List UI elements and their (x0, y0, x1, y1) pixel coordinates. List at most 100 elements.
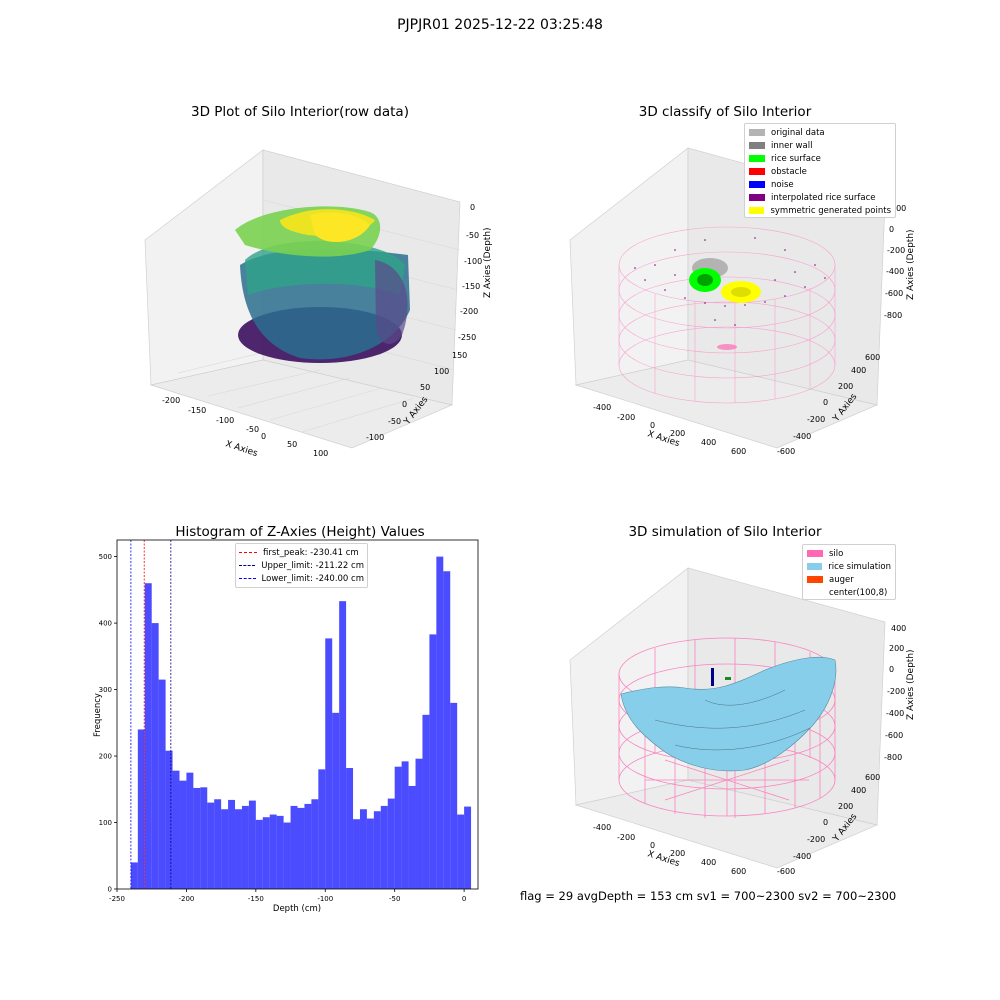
legend-swatch (807, 563, 823, 570)
legend-label: Upper_limit: -211.22 cm (261, 560, 364, 571)
legend-swatch (749, 194, 765, 201)
histogram-y-tick-label: 100 (99, 819, 112, 827)
raw-ztick: -150 (462, 282, 480, 291)
legend-entry: first_peak: -230.41 cm (239, 546, 364, 559)
classify-ytick: 0 (823, 398, 828, 407)
classify-ztick: 0 (889, 225, 894, 234)
simulation-ytick: -200 (807, 835, 825, 844)
simulation-xtick: 600 (731, 867, 746, 876)
raw-ytick: 0 (402, 400, 407, 409)
histogram-y-tick-label: 200 (99, 753, 112, 761)
histogram-bar (248, 800, 256, 889)
simulation-3d-plot: -400 -200 0 200 400 600 X Axies -600 -40… (569, 567, 916, 876)
classify-ytick: -200 (807, 415, 825, 424)
classify-ztick: 200 (891, 204, 906, 213)
simulation-ztick: 400 (891, 624, 906, 633)
classify-silo-wireframe (618, 226, 836, 404)
legend-entry: noise (749, 178, 891, 191)
simulation-ztick: -200 (887, 687, 905, 696)
histogram-x-tick-label: -50 (389, 895, 400, 903)
simulation-x-ticks: -400 -200 0 200 400 600 (593, 823, 746, 876)
classify-xtick: 400 (701, 438, 716, 447)
histogram-bar (422, 714, 430, 889)
raw-3d-plot: -200 -150 -100 -50 0 50 100 X Axies -100… (144, 149, 493, 459)
legend-swatch (239, 578, 256, 579)
histogram-bar (436, 556, 444, 889)
raw-xtick: -100 (216, 416, 234, 425)
histogram-bar (457, 814, 465, 889)
histogram-x-axis-label: Depth (cm) (273, 904, 321, 914)
histogram-bar (228, 799, 236, 889)
raw-xtick: 50 (287, 440, 297, 449)
legend-entry: obstacle (749, 165, 891, 178)
classify-y-ticks: -600 -400 -200 0 200 400 600 (777, 353, 880, 456)
legend-swatch (807, 589, 823, 596)
classify-legend: original data inner wall rice surface obsta… (744, 123, 896, 218)
legend-swatch (749, 142, 765, 149)
histogram-bar (179, 780, 187, 889)
classify-xtick: -200 (617, 413, 635, 422)
histogram-x-tick-label: 0 (462, 895, 466, 903)
raw-ytick: -50 (388, 417, 401, 426)
histogram-chart: -250 -200 -150 -100 -50 0 0 100 200 300 400 500 De… (93, 539, 479, 914)
histogram-bar (318, 769, 326, 889)
histogram-x-tick-label: -200 (178, 895, 194, 903)
histogram-bar (408, 785, 416, 889)
raw-point-cloud (235, 206, 410, 363)
raw-plot-title: 3D Plot of Silo Interior(row data) (191, 104, 409, 120)
raw-xtick: 100 (313, 449, 328, 458)
simulation-ytick: 400 (851, 786, 866, 795)
histogram-x-tick-label: -100 (317, 895, 333, 903)
raw-x-ticks: -200 -150 -100 -50 0 50 100 (162, 396, 328, 458)
histogram-bar (172, 770, 180, 889)
histogram-bar (130, 862, 138, 889)
classify-xtick: -400 (593, 403, 611, 412)
raw-xtick: -50 (246, 425, 259, 434)
simulation-xtick: -200 (617, 833, 635, 842)
legend-swatch (749, 129, 765, 136)
simulation-z-axis-label: Z Axies (Depth) (906, 649, 916, 720)
raw-ztick: -50 (466, 231, 479, 240)
legend-swatch (749, 168, 765, 175)
histogram-bar (450, 702, 458, 889)
legend-entry: symmetric generated points (749, 204, 891, 217)
histogram-bar (325, 638, 333, 889)
histogram-bar (443, 571, 451, 889)
legend-label: center(100,8) (829, 587, 888, 598)
histogram-y-tick-label: 400 (99, 620, 112, 628)
classify-ztick: -800 (884, 311, 902, 320)
legend-swatch (807, 550, 823, 557)
legend-label: original data (771, 127, 825, 138)
legend-label: Lower_limit: -240.00 cm (261, 573, 364, 584)
legend-entry: Lower_limit: -240.00 cm (239, 572, 364, 585)
histogram-x-tick-label: -250 (109, 895, 125, 903)
raw-z-axis-label: Z Axies (Depth) (483, 227, 493, 298)
histogram-bar (359, 809, 367, 889)
simulation-ztick: -400 (886, 709, 904, 718)
classify-xtick: 0 (650, 421, 655, 430)
legend-label: auger (829, 574, 854, 585)
figure-title: PJPJR01 2025-12-22 03:25:48 (397, 17, 603, 33)
histogram-x-ticks: -250 -200 -150 -100 -50 0 (109, 889, 466, 903)
legend-entry: auger (807, 573, 891, 586)
legend-entry: interpolated rice surface (749, 191, 891, 204)
histogram-bar (387, 798, 395, 889)
simulation-ytick: 200 (838, 802, 853, 811)
histogram-bar (137, 729, 145, 889)
histogram-bar (346, 768, 354, 889)
rice-simulation-surface (620, 656, 837, 772)
classify-ytick: 200 (838, 382, 853, 391)
simulation-ztick: -800 (884, 753, 902, 762)
histogram-bar (262, 817, 270, 889)
histogram-legend: first_peak: -230.41 cm Upper_limit: -211.… (235, 543, 368, 588)
histogram-bar (332, 712, 340, 889)
simulation-xtick: 200 (670, 849, 685, 858)
histogram-y-tick-label: 500 (99, 553, 112, 561)
histogram-bar (158, 679, 166, 889)
raw-ztick: 0 (470, 203, 475, 212)
raw-z-ticks: 0 -50 -100 -150 -200 -250 (458, 203, 482, 342)
raw-ytick: 150 (452, 351, 467, 360)
simulation-ytick: 600 (865, 773, 880, 782)
histogram-bar (165, 750, 173, 889)
simulation-ytick: 0 (823, 818, 828, 827)
